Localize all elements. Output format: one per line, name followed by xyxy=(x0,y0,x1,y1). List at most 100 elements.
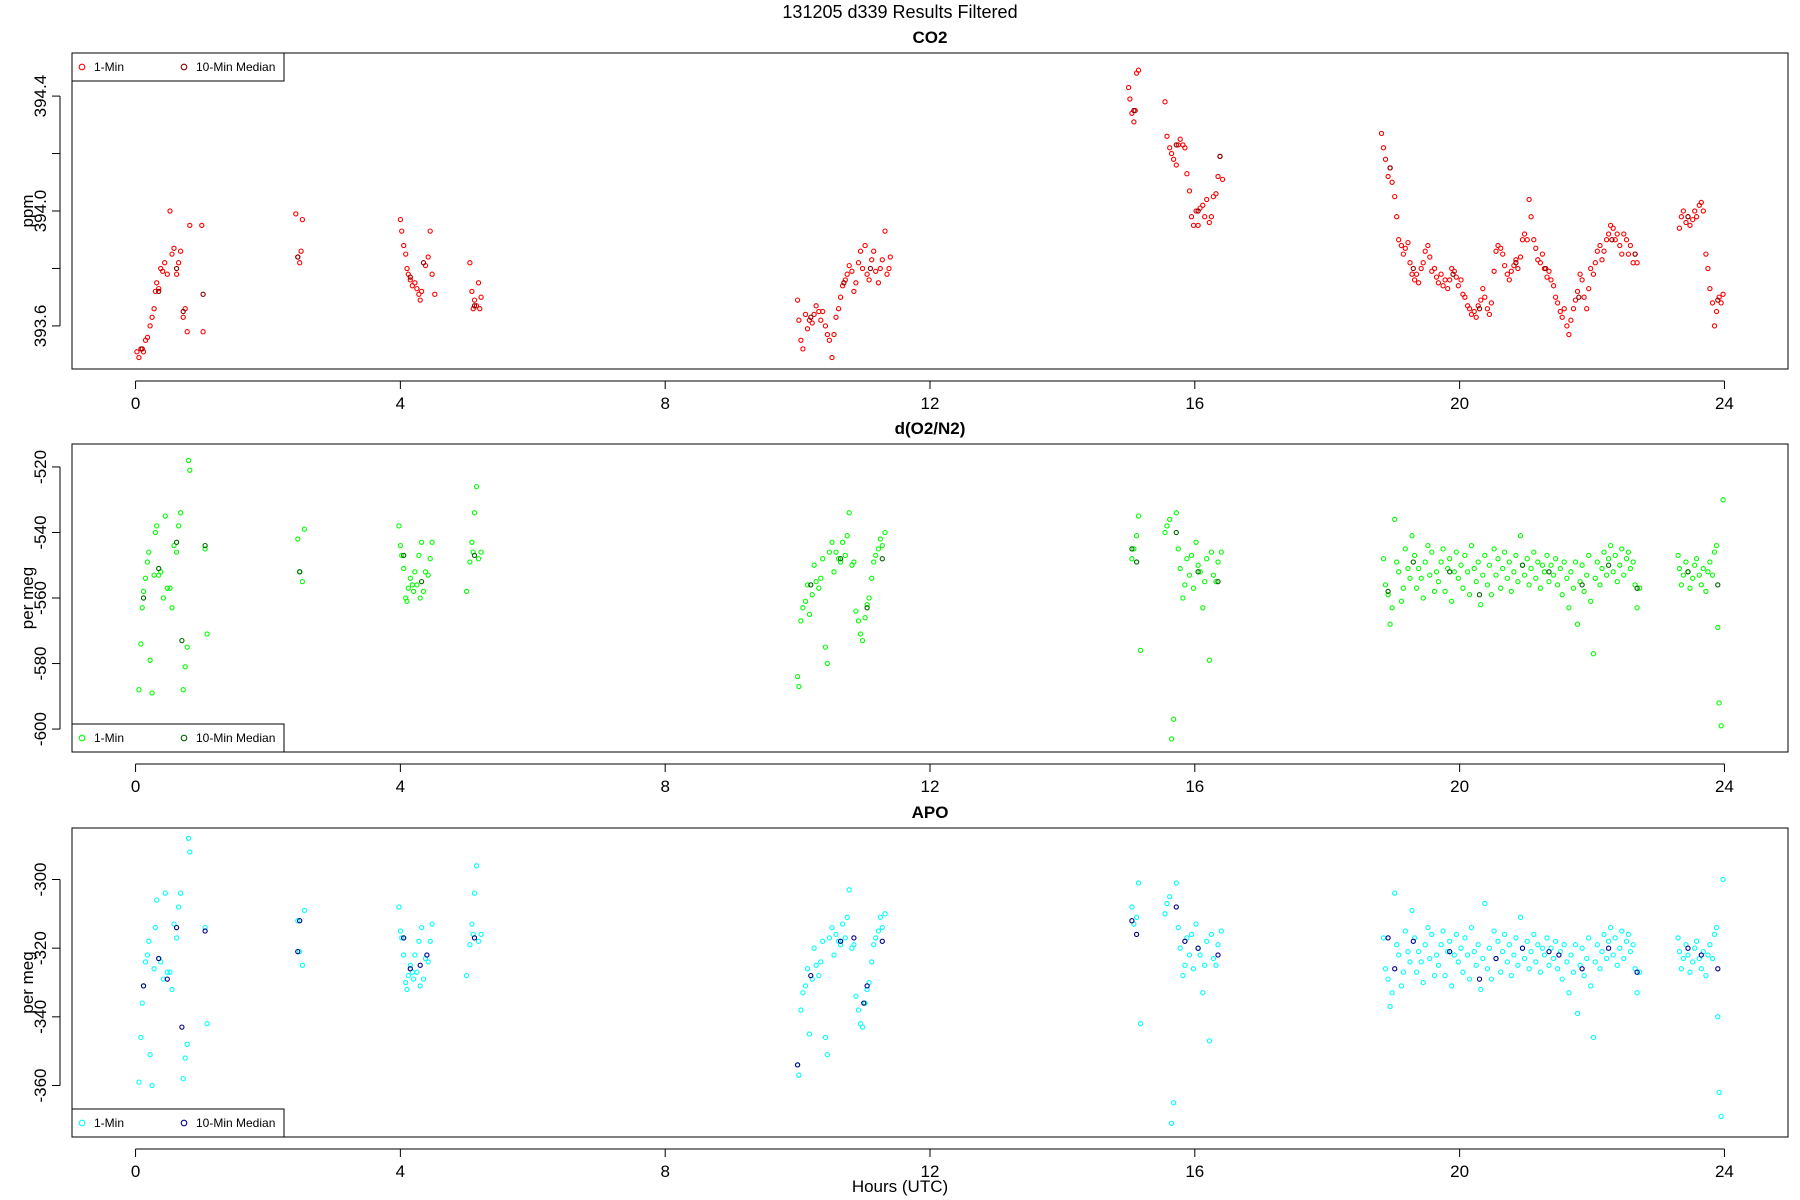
data-point xyxy=(173,539,180,545)
data-point xyxy=(1588,983,1594,989)
data-point xyxy=(1703,251,1709,257)
data-point xyxy=(839,921,846,927)
x-tick-label: 24 xyxy=(1715,394,1734,413)
data-point xyxy=(204,631,210,637)
data-point xyxy=(1415,280,1422,286)
data-point xyxy=(147,1051,153,1058)
y-tick-label: -300 xyxy=(31,862,50,896)
x-tick-label: 4 xyxy=(396,394,405,413)
data-point xyxy=(1592,260,1598,266)
data-point xyxy=(301,526,308,532)
data-point xyxy=(1394,942,1400,948)
data-point xyxy=(1528,214,1534,220)
data-point xyxy=(1464,569,1471,575)
x-tick-label: 20 xyxy=(1450,777,1469,796)
data-point xyxy=(399,228,405,234)
data-point xyxy=(1396,569,1402,575)
data-point xyxy=(1544,274,1550,280)
y-tick-label: 394.4 xyxy=(31,75,50,118)
data-point xyxy=(1700,565,1706,572)
data-point xyxy=(1537,260,1544,266)
data-point xyxy=(401,565,407,572)
data-point xyxy=(470,306,476,312)
data-point xyxy=(1634,605,1640,611)
data-point xyxy=(1195,945,1201,951)
data-point xyxy=(1517,254,1524,260)
data-point xyxy=(806,1031,813,1037)
data-point xyxy=(1453,274,1459,280)
data-point xyxy=(811,945,817,951)
data-point xyxy=(864,601,870,608)
data-point xyxy=(1637,585,1643,591)
data-point xyxy=(1559,314,1565,320)
data-point xyxy=(1186,188,1193,194)
data-point xyxy=(1539,562,1546,568)
data-point xyxy=(1511,569,1517,575)
data-point xyxy=(1407,959,1413,965)
data-point xyxy=(1566,605,1572,611)
legend-box xyxy=(71,52,285,82)
data-point xyxy=(1614,231,1620,237)
data-point xyxy=(1173,529,1179,536)
data-point xyxy=(800,346,806,352)
data-point xyxy=(869,959,875,965)
data-point xyxy=(1177,565,1183,572)
data-point xyxy=(1215,578,1221,585)
data-point xyxy=(1475,942,1481,948)
x-tick-label: 16 xyxy=(1185,1162,1204,1181)
data-point xyxy=(1409,907,1415,914)
data-point xyxy=(1690,216,1696,223)
data-point xyxy=(1422,248,1428,254)
data-point xyxy=(1718,300,1724,306)
data-point xyxy=(1476,976,1483,982)
data-point xyxy=(410,976,417,982)
data-point xyxy=(837,942,844,948)
data-point xyxy=(144,334,151,341)
data-point xyxy=(879,556,885,562)
data-point xyxy=(1705,265,1711,272)
data-point xyxy=(1605,562,1612,568)
data-point xyxy=(833,549,839,555)
data-point xyxy=(1634,585,1640,591)
data-point xyxy=(1462,294,1468,300)
data-point xyxy=(478,931,484,938)
data-point xyxy=(871,248,877,254)
data-point xyxy=(869,575,875,581)
data-point xyxy=(1579,277,1585,283)
data-point xyxy=(1464,952,1471,958)
data-point xyxy=(1405,948,1411,955)
data-point xyxy=(820,308,826,315)
data-point xyxy=(802,311,809,318)
data-point xyxy=(1168,736,1175,742)
data-point xyxy=(887,254,893,260)
data-point xyxy=(813,962,819,968)
data-point xyxy=(1180,972,1186,979)
data-point xyxy=(1612,552,1618,559)
data-point xyxy=(1683,219,1689,226)
data-point xyxy=(152,924,159,931)
data-point xyxy=(1493,248,1499,254)
data-point xyxy=(396,904,402,910)
data-point xyxy=(1511,952,1517,958)
legend-label: 10-Min Median xyxy=(196,60,275,74)
data-point xyxy=(1425,542,1431,549)
data-point xyxy=(882,911,888,917)
data-point xyxy=(1407,575,1413,581)
data-point xyxy=(1504,271,1510,277)
data-point xyxy=(1698,966,1704,972)
data-point xyxy=(1188,931,1195,938)
data-point xyxy=(1676,225,1683,231)
data-point xyxy=(1167,516,1173,523)
data-point xyxy=(154,280,160,286)
data-point xyxy=(397,928,404,934)
data-point xyxy=(147,657,153,663)
data-point xyxy=(154,523,160,529)
plot-frame xyxy=(71,827,1789,1138)
data-point xyxy=(184,329,190,335)
data-point xyxy=(156,955,162,962)
data-point xyxy=(1387,621,1393,627)
data-point xyxy=(1535,257,1541,263)
data-point xyxy=(1385,588,1391,595)
data-point xyxy=(1698,199,1704,206)
